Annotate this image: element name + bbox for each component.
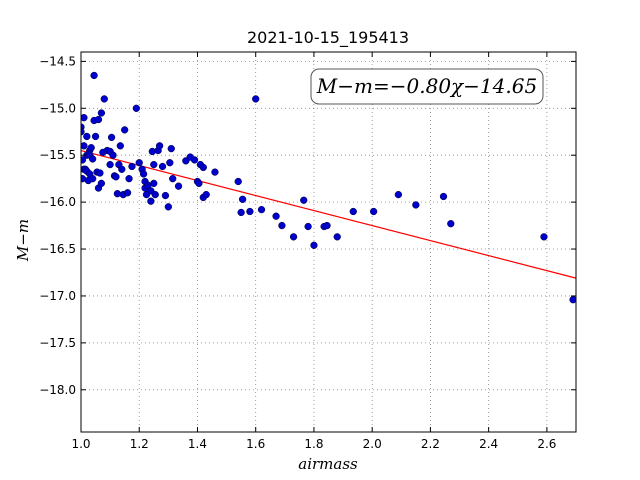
data-point — [310, 241, 318, 249]
data-point — [151, 190, 159, 199]
data-point — [238, 195, 247, 203]
data-point — [91, 132, 100, 141]
data-point — [169, 175, 177, 183]
data-point — [323, 221, 331, 230]
data-point — [211, 168, 219, 176]
data-point — [300, 196, 308, 204]
data-point — [87, 144, 95, 152]
fit-annotation: M−m=−0.80χ−14.65 — [310, 68, 544, 105]
x-tick-label: 1.4 — [188, 437, 207, 451]
data-point — [81, 156, 87, 164]
data-point — [278, 221, 286, 230]
x-tick-label: 2.0 — [363, 437, 382, 451]
data-point — [349, 207, 357, 216]
data-point — [90, 71, 98, 80]
data-point — [88, 175, 97, 183]
data-point — [272, 212, 280, 220]
y-tick-label: −16.5 — [39, 242, 76, 256]
data-point — [100, 95, 108, 103]
data-points — [81, 71, 576, 304]
data-point — [107, 133, 116, 142]
data-point — [569, 296, 576, 304]
data-point — [167, 144, 175, 153]
data-point — [439, 192, 448, 201]
data-point — [289, 233, 298, 241]
data-point — [139, 170, 148, 178]
data-point — [106, 160, 114, 169]
data-point — [123, 189, 132, 197]
data-point — [128, 162, 136, 171]
x-tick-label: 1.8 — [304, 437, 323, 451]
data-point — [132, 104, 140, 112]
data-point — [394, 190, 403, 199]
axis-ticks: 1.0 1.2 1.4 1.6 1.8 2.0 2.2 2.4 2.6 −14.5 −15.0 −15… — [39, 52, 576, 451]
data-point — [540, 233, 548, 241]
data-point — [202, 190, 210, 199]
data-point — [94, 115, 103, 124]
data-point — [112, 173, 120, 181]
data-point — [81, 114, 88, 122]
plot-frame — [80, 51, 577, 433]
y-tick-label: −17.0 — [39, 289, 76, 303]
data-point — [97, 109, 106, 117]
data-point — [333, 233, 341, 241]
fit-line-group — [80, 149, 577, 279]
data-point — [412, 201, 420, 209]
annotation-box — [310, 68, 544, 105]
data-point — [118, 165, 126, 173]
y-tick-label: −16.0 — [39, 195, 76, 209]
data-point — [121, 126, 129, 134]
data-point — [158, 162, 167, 171]
data-point — [174, 182, 183, 190]
y-axis-label: M−m — [14, 219, 32, 262]
data-point — [150, 179, 158, 188]
data-point — [164, 203, 173, 211]
data-point — [161, 191, 170, 200]
data-point — [234, 177, 242, 186]
data-point — [304, 222, 312, 231]
data-point — [237, 208, 245, 217]
x-tick-label: 1.0 — [71, 437, 90, 451]
data-point — [97, 179, 106, 188]
chart-title: 2021-10-15_195413 — [247, 28, 409, 48]
x-tick-label: 2.6 — [537, 437, 556, 451]
data-point — [147, 197, 155, 205]
fit-line — [80, 149, 577, 279]
data-point — [83, 132, 91, 141]
data-point — [150, 160, 158, 169]
data-point — [155, 142, 164, 150]
x-tick-label: 2.4 — [479, 437, 498, 451]
data-point — [166, 159, 174, 167]
y-tick-label: −17.5 — [39, 336, 76, 350]
data-point — [190, 156, 199, 164]
data-point — [195, 179, 203, 188]
y-tick-label: −15.5 — [39, 148, 76, 162]
x-tick-label: 1.6 — [246, 437, 265, 451]
data-point — [257, 205, 266, 214]
data-point — [88, 155, 97, 163]
data-point — [116, 142, 124, 150]
data-point — [252, 95, 260, 103]
annotation-text: M−m=−0.80χ−14.65 — [316, 74, 537, 98]
data-point — [81, 128, 85, 136]
x-tick-label: 1.2 — [130, 437, 149, 451]
data-point — [199, 163, 207, 172]
data-point — [246, 207, 254, 216]
data-point — [96, 169, 104, 177]
data-point — [109, 151, 117, 159]
y-tick-label: −15.0 — [39, 101, 76, 115]
data-point — [135, 159, 143, 167]
data-point — [125, 175, 133, 183]
y-tick-label: −18.0 — [39, 383, 76, 397]
data-point — [369, 207, 378, 216]
x-axis-label: airmass — [298, 455, 358, 473]
data-point — [81, 142, 88, 150]
data-point — [447, 220, 455, 228]
x-tick-label: 2.2 — [421, 437, 440, 451]
y-tick-label: −14.5 — [39, 54, 76, 68]
